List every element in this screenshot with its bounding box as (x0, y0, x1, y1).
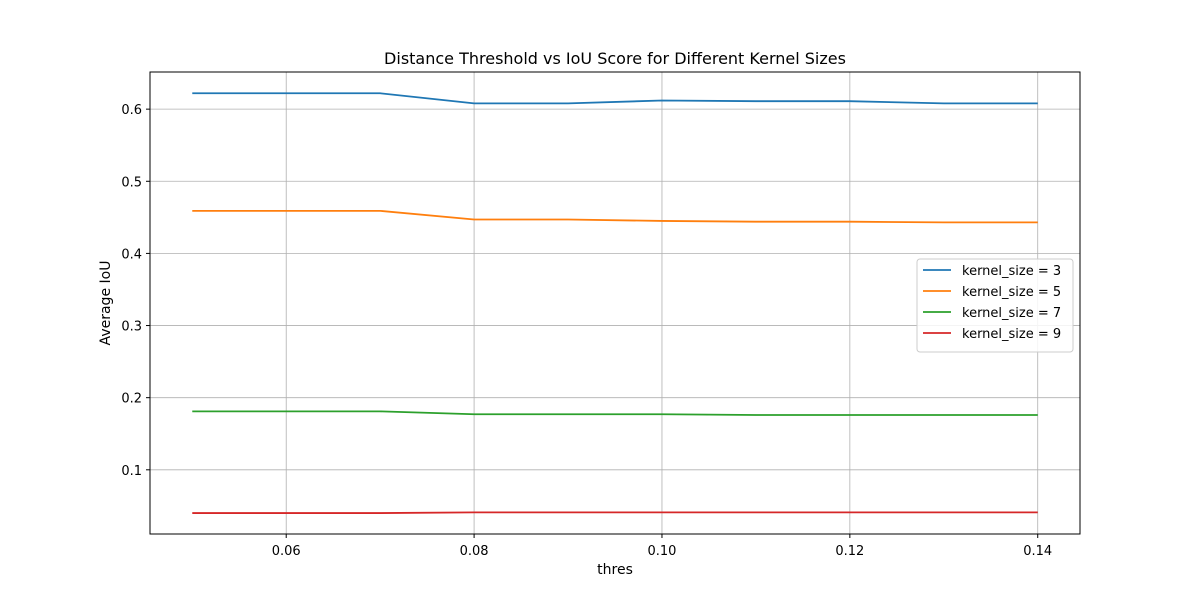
x-tick-label: 0.12 (835, 544, 864, 559)
plot-frame (149, 71, 1081, 535)
series-line-2 (192, 209, 1038, 224)
y-tick-label: 0.4 (121, 247, 142, 262)
y-axis-label: Average IoU (98, 261, 114, 346)
y-tick-label: 0.3 (121, 320, 142, 335)
chart-title: Distance Threshold vs IoU Score for Diff… (384, 49, 846, 68)
x-axis: 0.06 0.08 0.10 0.12 0.14 (272, 534, 1052, 559)
x-tick-label: 0.06 (272, 544, 301, 559)
y-axis: 0.1 0.2 0.3 0.4 0.5 0.6 (121, 103, 150, 479)
legend: kernel_size = 3 kernel_size = 5 kernel_siz… (916, 258, 1074, 353)
legend-label: kernel_size = 7 (962, 306, 1061, 321)
y-tick-label: 0.5 (121, 175, 142, 190)
grid (150, 72, 1080, 534)
legend-box (916, 258, 1074, 353)
x-tick-label: 0.14 (1023, 544, 1052, 559)
legend-label: kernel_size = 9 (962, 327, 1061, 342)
series-line-1 (192, 92, 1038, 105)
series-layer (192, 92, 1038, 514)
x-axis-label: thres (597, 562, 633, 578)
legend-label: kernel_size = 5 (962, 285, 1061, 300)
y-tick-label: 0.1 (121, 464, 142, 479)
y-tick-label: 0.6 (121, 103, 142, 118)
x-tick-label: 0.08 (460, 544, 489, 559)
legend-label: kernel_size = 3 (962, 264, 1061, 279)
x-tick-label: 0.10 (647, 544, 676, 559)
series-line-3 (192, 410, 1038, 416)
series-line-4 (192, 511, 1038, 514)
y-tick-label: 0.2 (121, 392, 142, 407)
